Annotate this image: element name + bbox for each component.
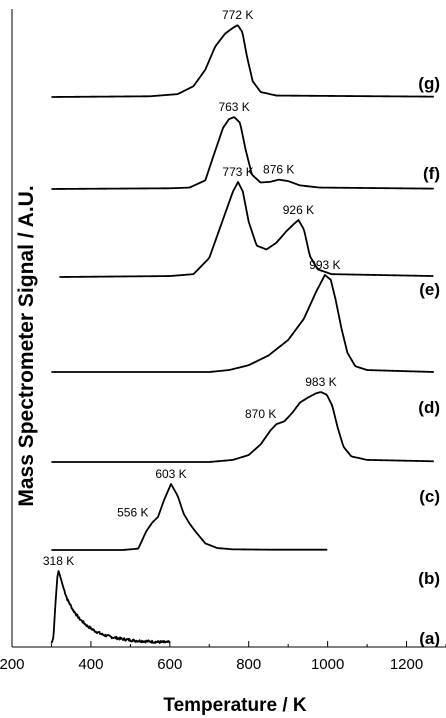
y-axis-title: Mass Spectrometer Signal / A.U. — [15, 185, 38, 506]
curve-e — [59, 181, 434, 278]
x-tick-label: 600 — [157, 656, 182, 673]
x-tick-label: 200 — [0, 656, 25, 673]
curve-d — [51, 274, 434, 373]
curve-f — [51, 116, 434, 190]
curve-b — [51, 483, 328, 551]
curve-a — [50, 570, 171, 644]
peak-label: 993 K — [309, 258, 340, 272]
x-axis: 200 400 600 800 1000 1200 — [0, 641, 446, 673]
peak-label: 870 K — [245, 407, 276, 421]
x-axis-title: Temperature / K — [163, 695, 307, 716]
x-tick-label: 400 — [78, 656, 103, 673]
peak-label: 318 K — [43, 554, 74, 568]
peak-label: 772 K — [222, 8, 253, 22]
peak-label: 763 K — [218, 100, 249, 114]
curve-g — [51, 24, 434, 98]
curves-group — [50, 24, 434, 644]
peak-label: 876 K — [263, 163, 294, 177]
curve-id-d: (d) — [418, 398, 440, 417]
curve-id-b: (b) — [418, 569, 440, 588]
curve-ids-group: (a) (b) (c) (d) (e) (f) (g) — [418, 74, 440, 648]
curve-id-g: (g) — [418, 74, 440, 93]
curve-id-c: (c) — [419, 487, 440, 506]
curve-id-a: (a) — [419, 629, 440, 648]
peak-labels-group: 318 K 556 K 603 K 870 K 983 K 993 K 773 K 926 K… — [43, 8, 341, 568]
curve-id-e: (e) — [419, 280, 440, 299]
x-tick-label: 1000 — [311, 656, 344, 673]
peak-label: 603 K — [155, 467, 186, 481]
peak-label: 556 K — [117, 505, 148, 519]
peak-label: 773 K — [222, 165, 253, 179]
plot-frame — [11, 9, 446, 648]
x-tick-label: 800 — [236, 656, 261, 673]
peak-label: 983 K — [305, 375, 336, 389]
curve-c — [51, 391, 434, 463]
curve-id-f: (f) — [423, 164, 440, 183]
x-tick-label: 1200 — [390, 656, 423, 673]
peak-label: 926 K — [283, 203, 314, 217]
